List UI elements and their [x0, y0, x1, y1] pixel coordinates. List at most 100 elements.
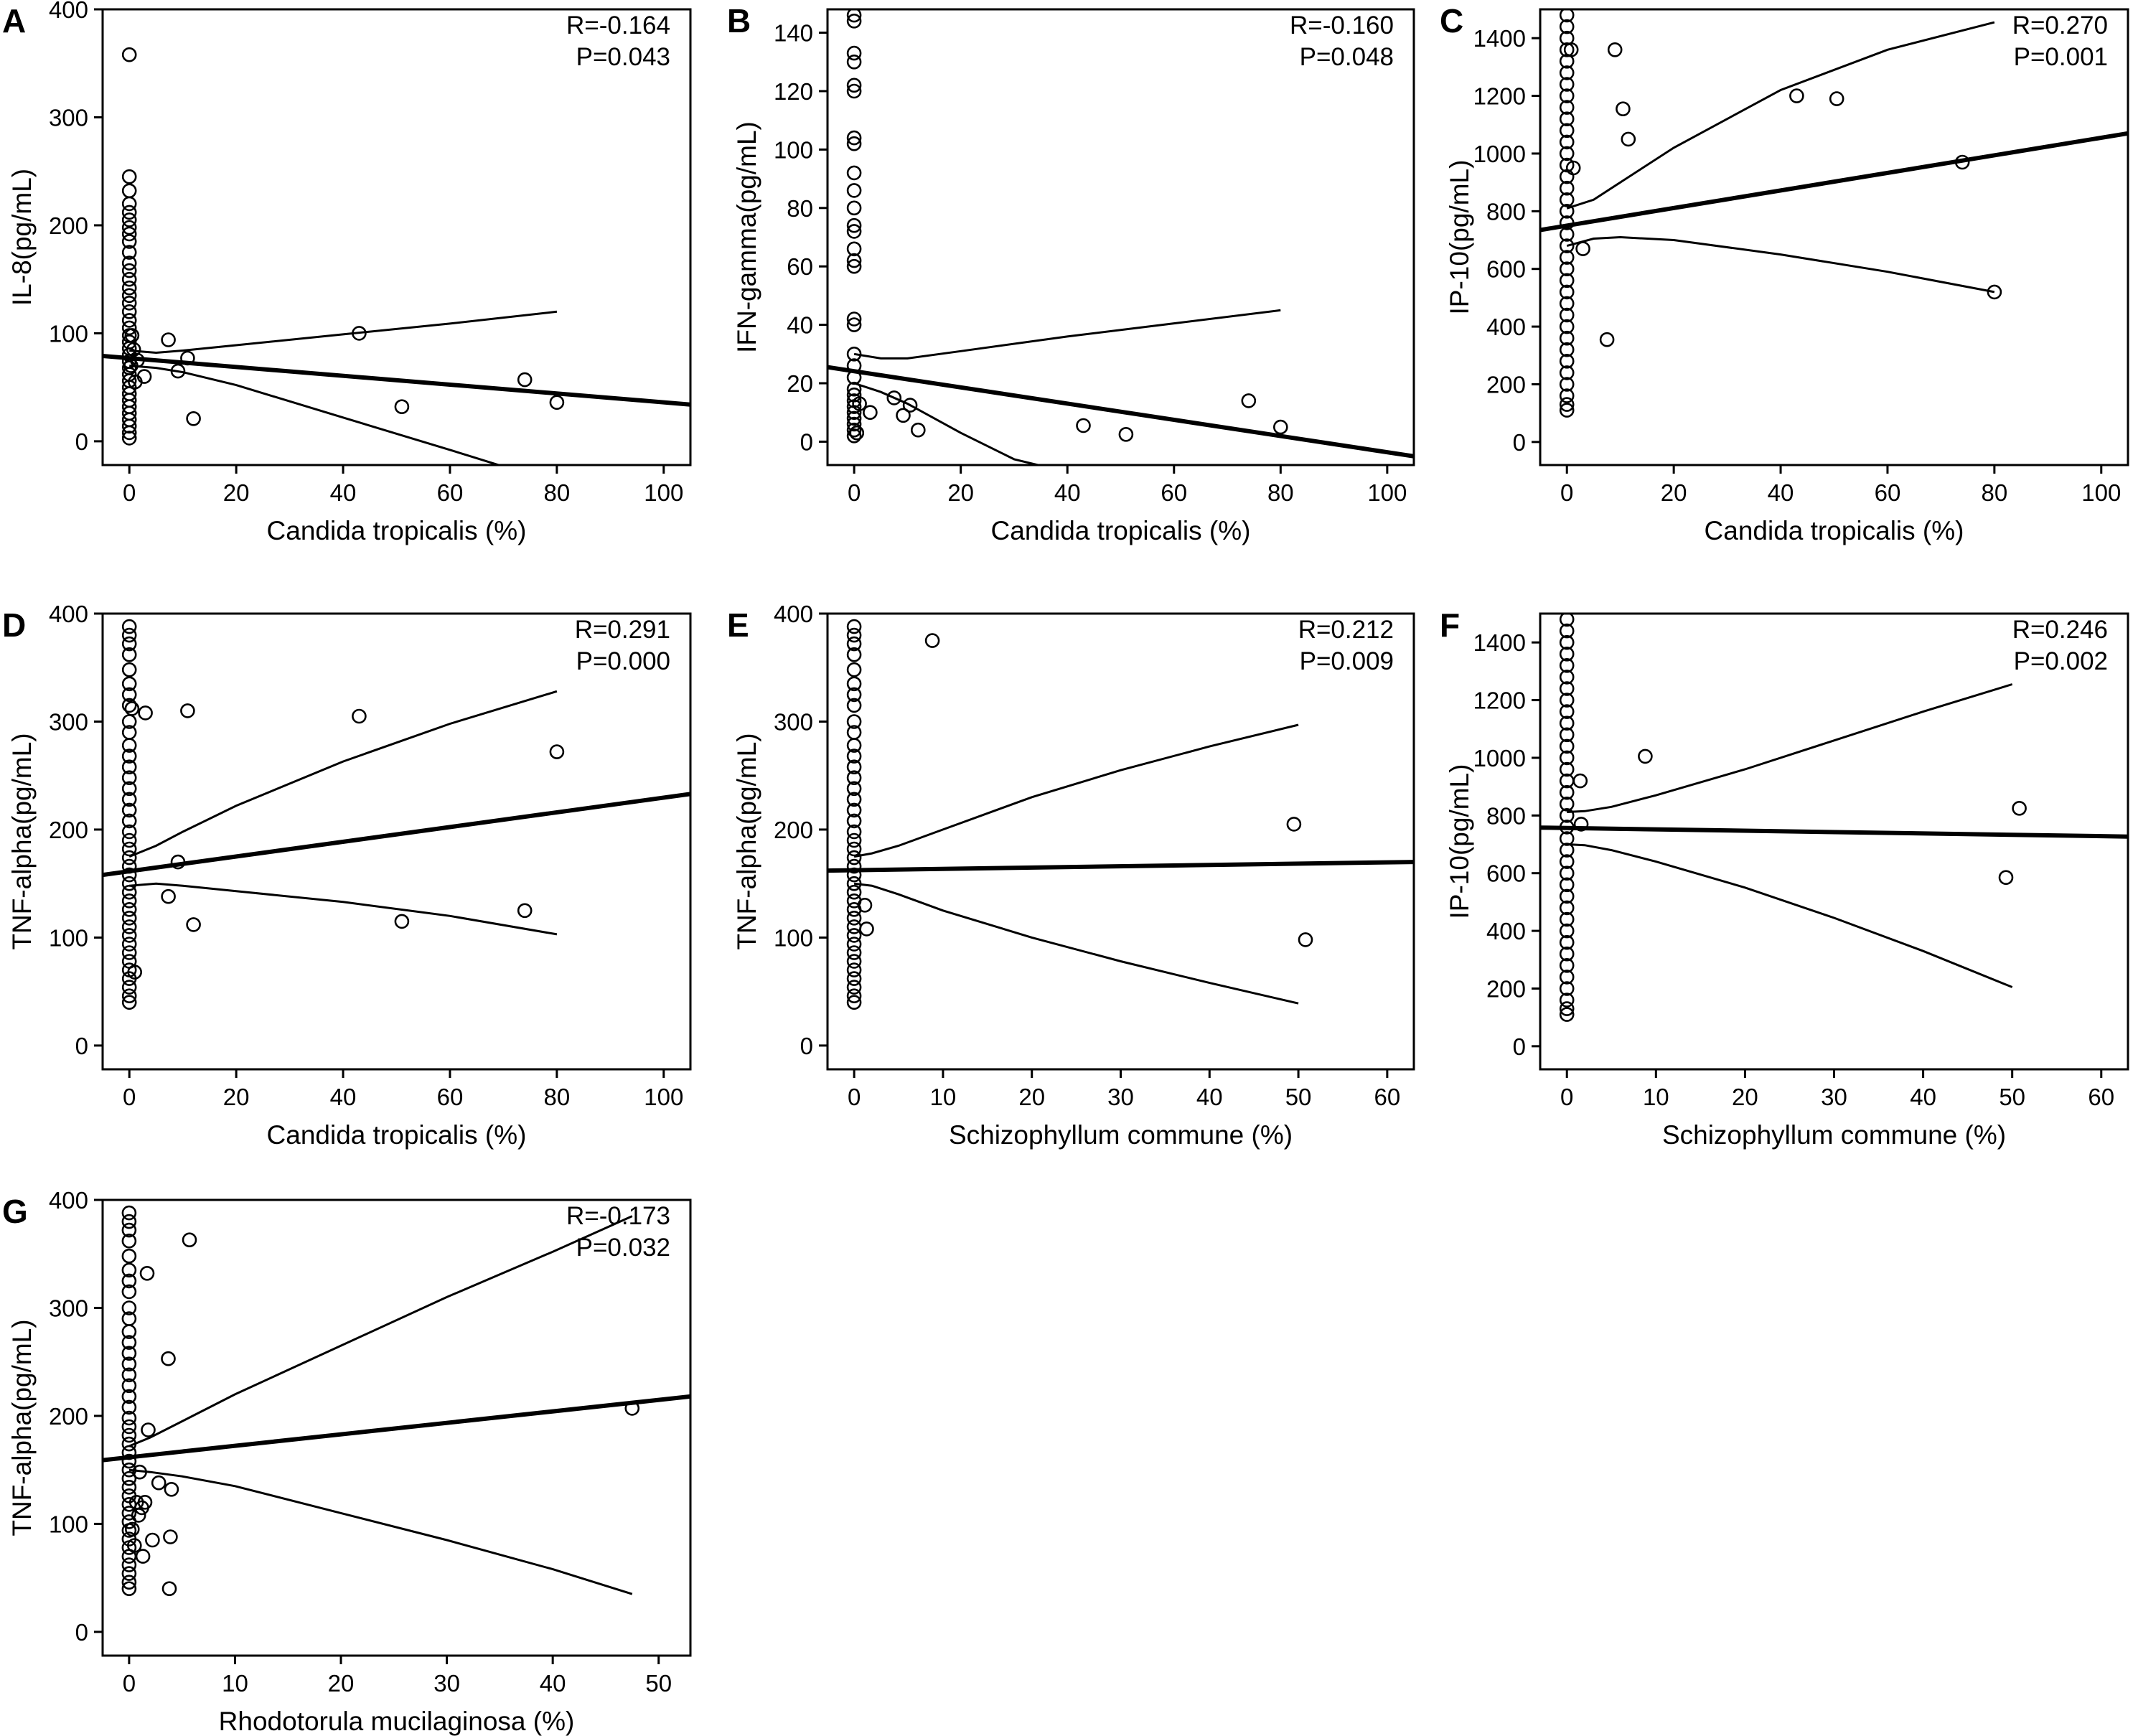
- data-point: [1559, 761, 1575, 777]
- x-axis-label: Candida tropicalis (%): [267, 1120, 527, 1150]
- data-point: [1559, 808, 1575, 823]
- data-point: [161, 1351, 176, 1366]
- data-point: [121, 1462, 137, 1478]
- data-point: [1559, 911, 1575, 927]
- x-axis-label: Candida tropicalis (%): [1705, 516, 1964, 545]
- x-tick-label: 80: [544, 1084, 571, 1110]
- data-point: [1599, 332, 1615, 347]
- regression-line: [828, 860, 1414, 873]
- ci-lower-curve: [853, 882, 1299, 1005]
- data-point: [846, 876, 862, 891]
- data-point: [1559, 715, 1575, 731]
- data-point: [1298, 932, 1313, 947]
- data-point: [121, 1506, 137, 1521]
- data-point: [1565, 160, 1581, 176]
- x-tick-label: 20: [947, 479, 974, 506]
- panel-letter: E: [727, 606, 749, 644]
- panel-b: 0 20 40 60 80 100 120 140 0 20 40 60 80 100 Candida tr…: [727, 2, 1415, 545]
- data-point: [1118, 426, 1134, 442]
- r-value: R=-0.173: [566, 1202, 670, 1230]
- data-point: [121, 945, 137, 960]
- data-point: [121, 1480, 137, 1495]
- data-point: [1559, 738, 1575, 754]
- data-point: [846, 687, 862, 703]
- data-point: [121, 676, 137, 692]
- data-point: [121, 1300, 137, 1315]
- data-point: [121, 1248, 137, 1264]
- data-point: [846, 884, 862, 900]
- x-tick-label: 20: [223, 479, 250, 506]
- y-axis-label: IFN-gamma(pg/mL): [732, 121, 761, 353]
- data-point: [1559, 646, 1575, 662]
- data-point: [846, 995, 862, 1010]
- data-point: [170, 363, 186, 379]
- data-point: [121, 1566, 137, 1581]
- data-point: [1559, 19, 1575, 34]
- data-point: [121, 320, 137, 336]
- data-point: [846, 381, 862, 397]
- data-point: [121, 1205, 137, 1221]
- data-point: [1559, 353, 1575, 369]
- data-point: [846, 954, 862, 969]
- data-point: [394, 914, 410, 929]
- panel-b-plot-area: [828, 9, 1414, 465]
- x-axis-label: Schizophyllum commune (%): [949, 1120, 1293, 1150]
- x-tick-label: 20: [328, 1670, 355, 1697]
- data-point: [121, 263, 137, 278]
- panel-letter: G: [2, 1193, 28, 1230]
- data-point: [1241, 393, 1257, 408]
- x-tick-label: 30: [433, 1670, 460, 1697]
- data-point: [121, 418, 137, 434]
- x-tick-label: 50: [1285, 1084, 1312, 1110]
- data-point: [1559, 296, 1575, 311]
- data-point: [846, 636, 862, 652]
- data-point: [846, 627, 862, 643]
- data-point: [846, 183, 862, 198]
- data-point: [394, 399, 410, 415]
- panel-e: 0 100 200 300 400 0 10 20 30 40 50 60 Schizophyllum …: [727, 601, 1415, 1150]
- x-tick-label: 40: [330, 479, 357, 506]
- data-point: [1559, 657, 1575, 673]
- panel-d: 0 100 200 300 400 0 20 40 60 80 100 Candida tropica…: [2, 601, 692, 1150]
- data-point: [846, 911, 862, 926]
- data-point: [846, 781, 862, 797]
- data-point: [121, 1335, 137, 1350]
- data-point: [121, 802, 137, 818]
- y-tick-label: 300: [49, 104, 88, 131]
- data-point: [517, 372, 533, 388]
- data-point: [1559, 77, 1575, 92]
- data-point: [121, 288, 137, 304]
- data-point: [121, 1389, 137, 1404]
- x-tick-label: 0: [848, 479, 861, 506]
- y-tick-label: 60: [787, 253, 813, 280]
- data-point: [1559, 134, 1575, 150]
- y-tick-label: 400: [49, 601, 88, 627]
- data-point: [121, 995, 137, 1010]
- data-point: [846, 258, 862, 274]
- ci-lower-curve: [1567, 843, 2013, 988]
- data-point: [1559, 958, 1575, 973]
- data-point: [1559, 923, 1575, 939]
- data-point: [121, 792, 137, 807]
- y-tick-label: 40: [787, 312, 813, 339]
- panel-g-plot-area: [103, 1205, 690, 1596]
- data-point: [121, 226, 137, 242]
- data-point: [896, 408, 911, 423]
- y-tick-label: 0: [1513, 1033, 1526, 1060]
- data-point: [1559, 342, 1575, 357]
- data-point: [161, 888, 176, 904]
- data-point: [846, 241, 862, 257]
- data-point: [121, 1470, 137, 1486]
- data-point: [1559, 261, 1575, 277]
- r-value: R=0.291: [575, 616, 670, 644]
- x-axis-label: Candida tropicalis (%): [991, 516, 1251, 545]
- y-tick-label: 200: [1486, 371, 1526, 398]
- p-value: P=0.000: [576, 647, 670, 675]
- data-point: [1563, 42, 1579, 57]
- x-tick-label: 0: [123, 1670, 136, 1697]
- data-point: [849, 425, 865, 441]
- data-point: [163, 1529, 178, 1544]
- ci-lower-curve: [129, 365, 502, 465]
- x-tick-label: 60: [1161, 479, 1187, 506]
- y-tick-label: 300: [49, 1295, 88, 1321]
